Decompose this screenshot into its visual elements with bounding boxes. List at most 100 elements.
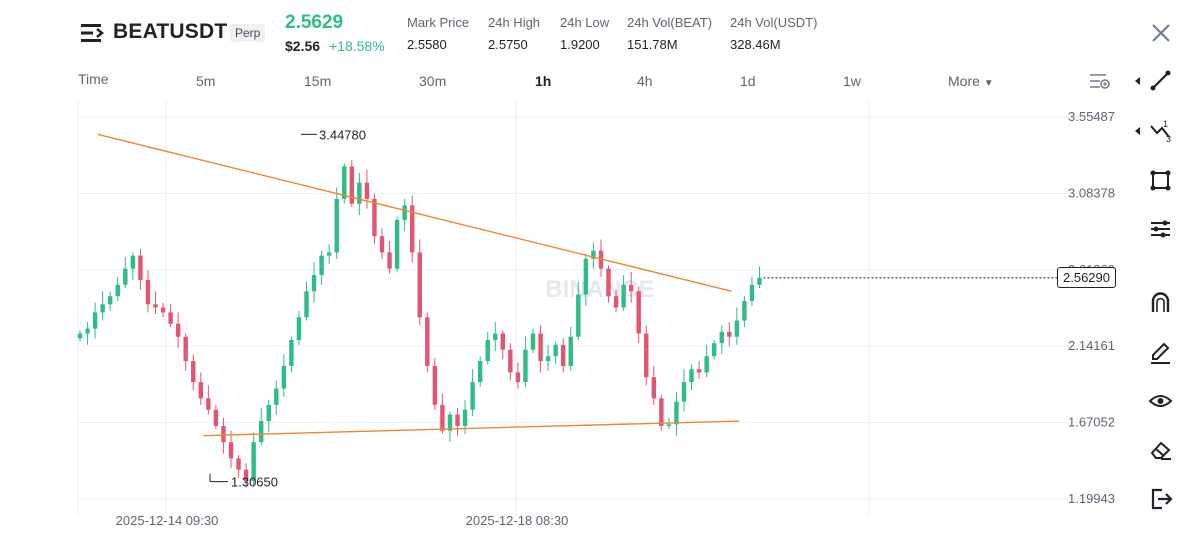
y-tick-label: 3.55487: [1068, 109, 1115, 124]
candle-body: [92, 312, 98, 329]
tab-4h[interactable]: 4h: [637, 73, 653, 89]
candle-body: [410, 205, 415, 253]
candle-body: [440, 404, 445, 431]
eye-icon[interactable]: [1148, 388, 1174, 414]
candle-body: [349, 166, 354, 204]
candle-body: [681, 382, 687, 402]
candle-body: [138, 255, 143, 280]
submenu-caret-icon[interactable]: [1134, 77, 1142, 85]
candle-body: [251, 442, 256, 482]
candle-body: [77, 333, 83, 339]
candle-body: [530, 333, 536, 350]
24h-vol-beat-value: 151.78M: [627, 37, 678, 52]
tab-1w[interactable]: 1w: [843, 73, 861, 89]
candle-body: [576, 294, 581, 337]
y-tick-label: 1.67052: [1068, 415, 1115, 430]
tab-30m[interactable]: 30m: [419, 73, 447, 89]
candle-body: [432, 365, 438, 405]
pencil-icon[interactable]: [1148, 340, 1174, 366]
eraser-icon[interactable]: [1148, 437, 1174, 463]
candle-body: [228, 442, 234, 459]
candle-body: [470, 382, 475, 410]
24h-high-value: 2.5750: [488, 37, 528, 52]
candle-body: [243, 469, 249, 482]
candle-body: [674, 401, 679, 425]
mark-price-value: 2.5580: [407, 37, 447, 52]
y-tick-label: 2.14161: [1068, 338, 1115, 353]
candle-body: [357, 182, 362, 204]
candle-body: [712, 343, 717, 357]
tab-1d[interactable]: 1d: [740, 73, 756, 89]
candle-body: [515, 372, 521, 383]
candle-body: [455, 414, 460, 426]
candle-body: [757, 277, 762, 285]
candle-body: [644, 333, 649, 378]
shape-tool-icon[interactable]: [1148, 168, 1174, 194]
candle-body: [553, 344, 558, 357]
candle-body: [326, 252, 332, 256]
candle-body: [734, 320, 740, 337]
candle-body: [259, 421, 264, 443]
candle-body: [719, 331, 724, 344]
indicator-settings-icon[interactable]: [1089, 72, 1111, 90]
candle-body: [598, 250, 604, 269]
candle-body: [168, 312, 173, 324]
candle-body: [123, 268, 128, 285]
y-tick-label: 1.19943: [1068, 491, 1115, 506]
trendline-upper: [97, 133, 732, 292]
tab-time[interactable]: Time: [78, 71, 109, 87]
more-label: More: [948, 73, 980, 89]
usd-price: $2.56: [285, 38, 321, 54]
candle-body: [493, 333, 498, 340]
candle-body: [108, 296, 113, 305]
candle-body: [160, 307, 166, 313]
candle-body: [545, 356, 551, 362]
candle-body: [372, 198, 377, 237]
candle-body: [742, 301, 747, 321]
candle-body: [417, 252, 422, 318]
candle-body: [666, 424, 672, 426]
menu-icon[interactable]: [80, 22, 106, 44]
symbol-title[interactable]: BEATUSDT: [113, 20, 228, 43]
candle-body: [387, 252, 392, 269]
candle-body: [281, 365, 287, 389]
line-tool-icon[interactable]: [1148, 68, 1174, 94]
candle-body: [289, 339, 294, 366]
tab-1h[interactable]: 1h: [535, 73, 552, 89]
candle-body: [749, 284, 755, 302]
candle-body: [606, 268, 611, 297]
candle-body: [296, 317, 302, 340]
perp-badge: Perp: [230, 24, 266, 42]
x-tick-label: 2025-12-18 08:30: [466, 513, 569, 528]
candle-body: [485, 339, 490, 362]
magnet-icon[interactable]: [1148, 290, 1174, 316]
fibonacci-tool-icon[interactable]: 13: [1148, 118, 1174, 144]
candle-body: [266, 404, 271, 422]
candle-body: [175, 323, 181, 337]
tab-more[interactable]: More ▼: [948, 73, 994, 89]
indicator-tool-icon[interactable]: [1148, 216, 1174, 242]
submenu-caret-icon[interactable]: [1134, 127, 1142, 135]
candle-body: [342, 166, 347, 199]
candle-body: [583, 258, 589, 295]
candle-body: [636, 291, 641, 334]
candle-body: [379, 236, 385, 253]
tab-5m[interactable]: 5m: [196, 73, 216, 89]
candle-body: [274, 388, 279, 405]
close-icon[interactable]: [1150, 22, 1172, 44]
candle-body: [613, 296, 619, 308]
candle-body: [425, 317, 430, 366]
svg-text:3: 3: [1166, 134, 1171, 144]
tab-15m[interactable]: 15m: [304, 73, 332, 89]
24h-low-value: 1.9200: [560, 37, 600, 52]
low-label: 1.30650: [231, 475, 278, 490]
last-price: 2.5629: [285, 12, 344, 33]
candlestick-chart[interactable]: 3.554873.083782.612692.141611.670521.199…: [0, 0, 1130, 553]
exit-icon[interactable]: [1148, 486, 1174, 512]
high-label: 3.44780: [319, 127, 366, 142]
candle-body: [334, 198, 339, 253]
24h-vol-usdt-label: 24h Vol(USDT): [730, 15, 818, 30]
svg-text:1: 1: [1163, 119, 1168, 129]
candle-body: [364, 182, 370, 199]
candle-body: [689, 369, 694, 383]
